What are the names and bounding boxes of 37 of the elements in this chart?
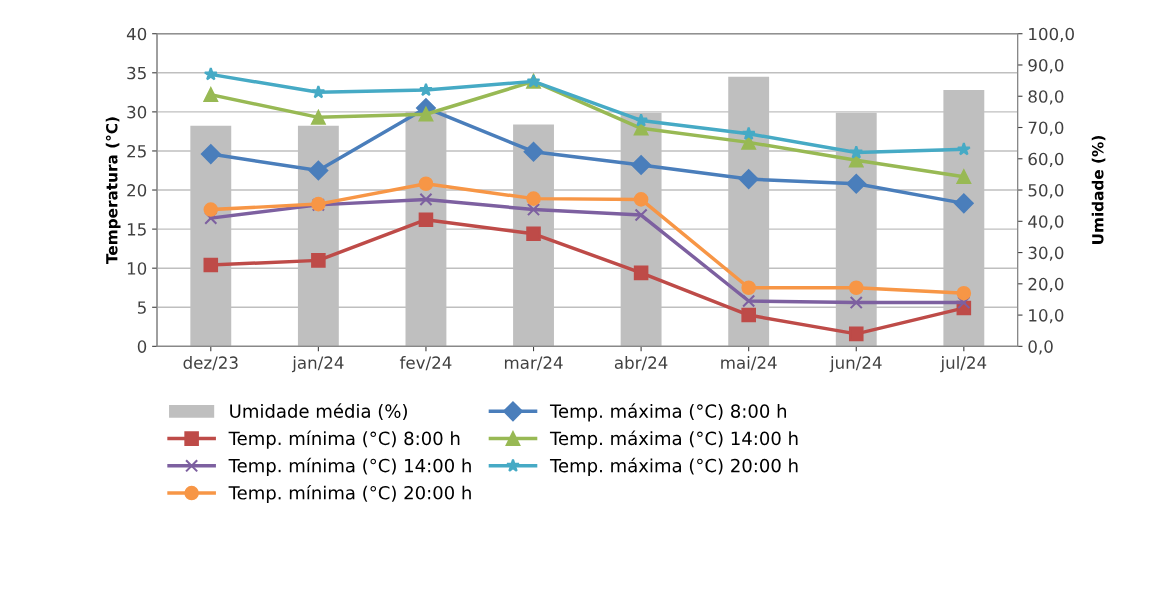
x-tick-label: abr/24 (614, 356, 668, 371)
x-tick-label: fev/24 (399, 356, 452, 371)
x-tick-label: jan/24 (291, 356, 344, 373)
legend-label: Temp. máxima (°C) 8:00 h (549, 403, 787, 422)
y2-tick-label: 100,0 (1029, 27, 1074, 42)
x-tick-label: jun/24 (829, 356, 882, 373)
legend-label: Temp. máxima (°C) 14:00 h (549, 430, 798, 449)
y2-tick-label: 80,0 (1028, 90, 1064, 105)
y-tick-label: 20 (127, 183, 147, 197)
legend-label: Umidade média (%) (230, 403, 407, 421)
y2-tick-label: 20,0 (1028, 277, 1064, 293)
y2-tick-label: 90,0 (1028, 58, 1064, 74)
y-tick-label: 0 (137, 340, 147, 353)
y-tick-label: 10 (127, 262, 147, 275)
x-tick-label: mai/24 (721, 356, 777, 371)
y2-tick-label: 10,0 (1029, 309, 1064, 324)
y-tick-label: 15 (127, 223, 146, 236)
y2-tick-label: 40,0 (1028, 215, 1064, 230)
x-tick-label: jul/24 (940, 356, 987, 373)
x-tick-label: dez/23 (183, 356, 238, 371)
y-axis-title: Temperatura (°C) (105, 117, 121, 264)
legend-label: Temp. mínima (°C) 14:00 h (228, 457, 471, 476)
legend-label: Temp. mínima (°C) 8:00 h (228, 430, 460, 449)
y2-tick-label: 30,0 (1028, 246, 1064, 261)
legend-label: Temp. mínima (°C) 20:00 h (228, 484, 471, 504)
legend-label: Temp. máxima (°C) 20:00 h (549, 457, 798, 476)
y-tick-label: 25 (127, 144, 146, 158)
y-tick-label: 30 (127, 105, 147, 119)
y-tick-label: 40 (126, 27, 147, 41)
y2-tick-label: 50,0 (1028, 183, 1064, 199)
y2-axis-title: Umidade (%) (1091, 136, 1106, 244)
y-tick-label: 35 (127, 66, 146, 80)
y2-tick-label: 70,0 (1028, 121, 1064, 136)
x-tick-label: mar/24 (504, 356, 563, 371)
y2-tick-label: 0,0 (1028, 340, 1053, 355)
y-tick-label: 5 (137, 301, 146, 314)
y2-tick-label: 60,0 (1028, 152, 1064, 168)
